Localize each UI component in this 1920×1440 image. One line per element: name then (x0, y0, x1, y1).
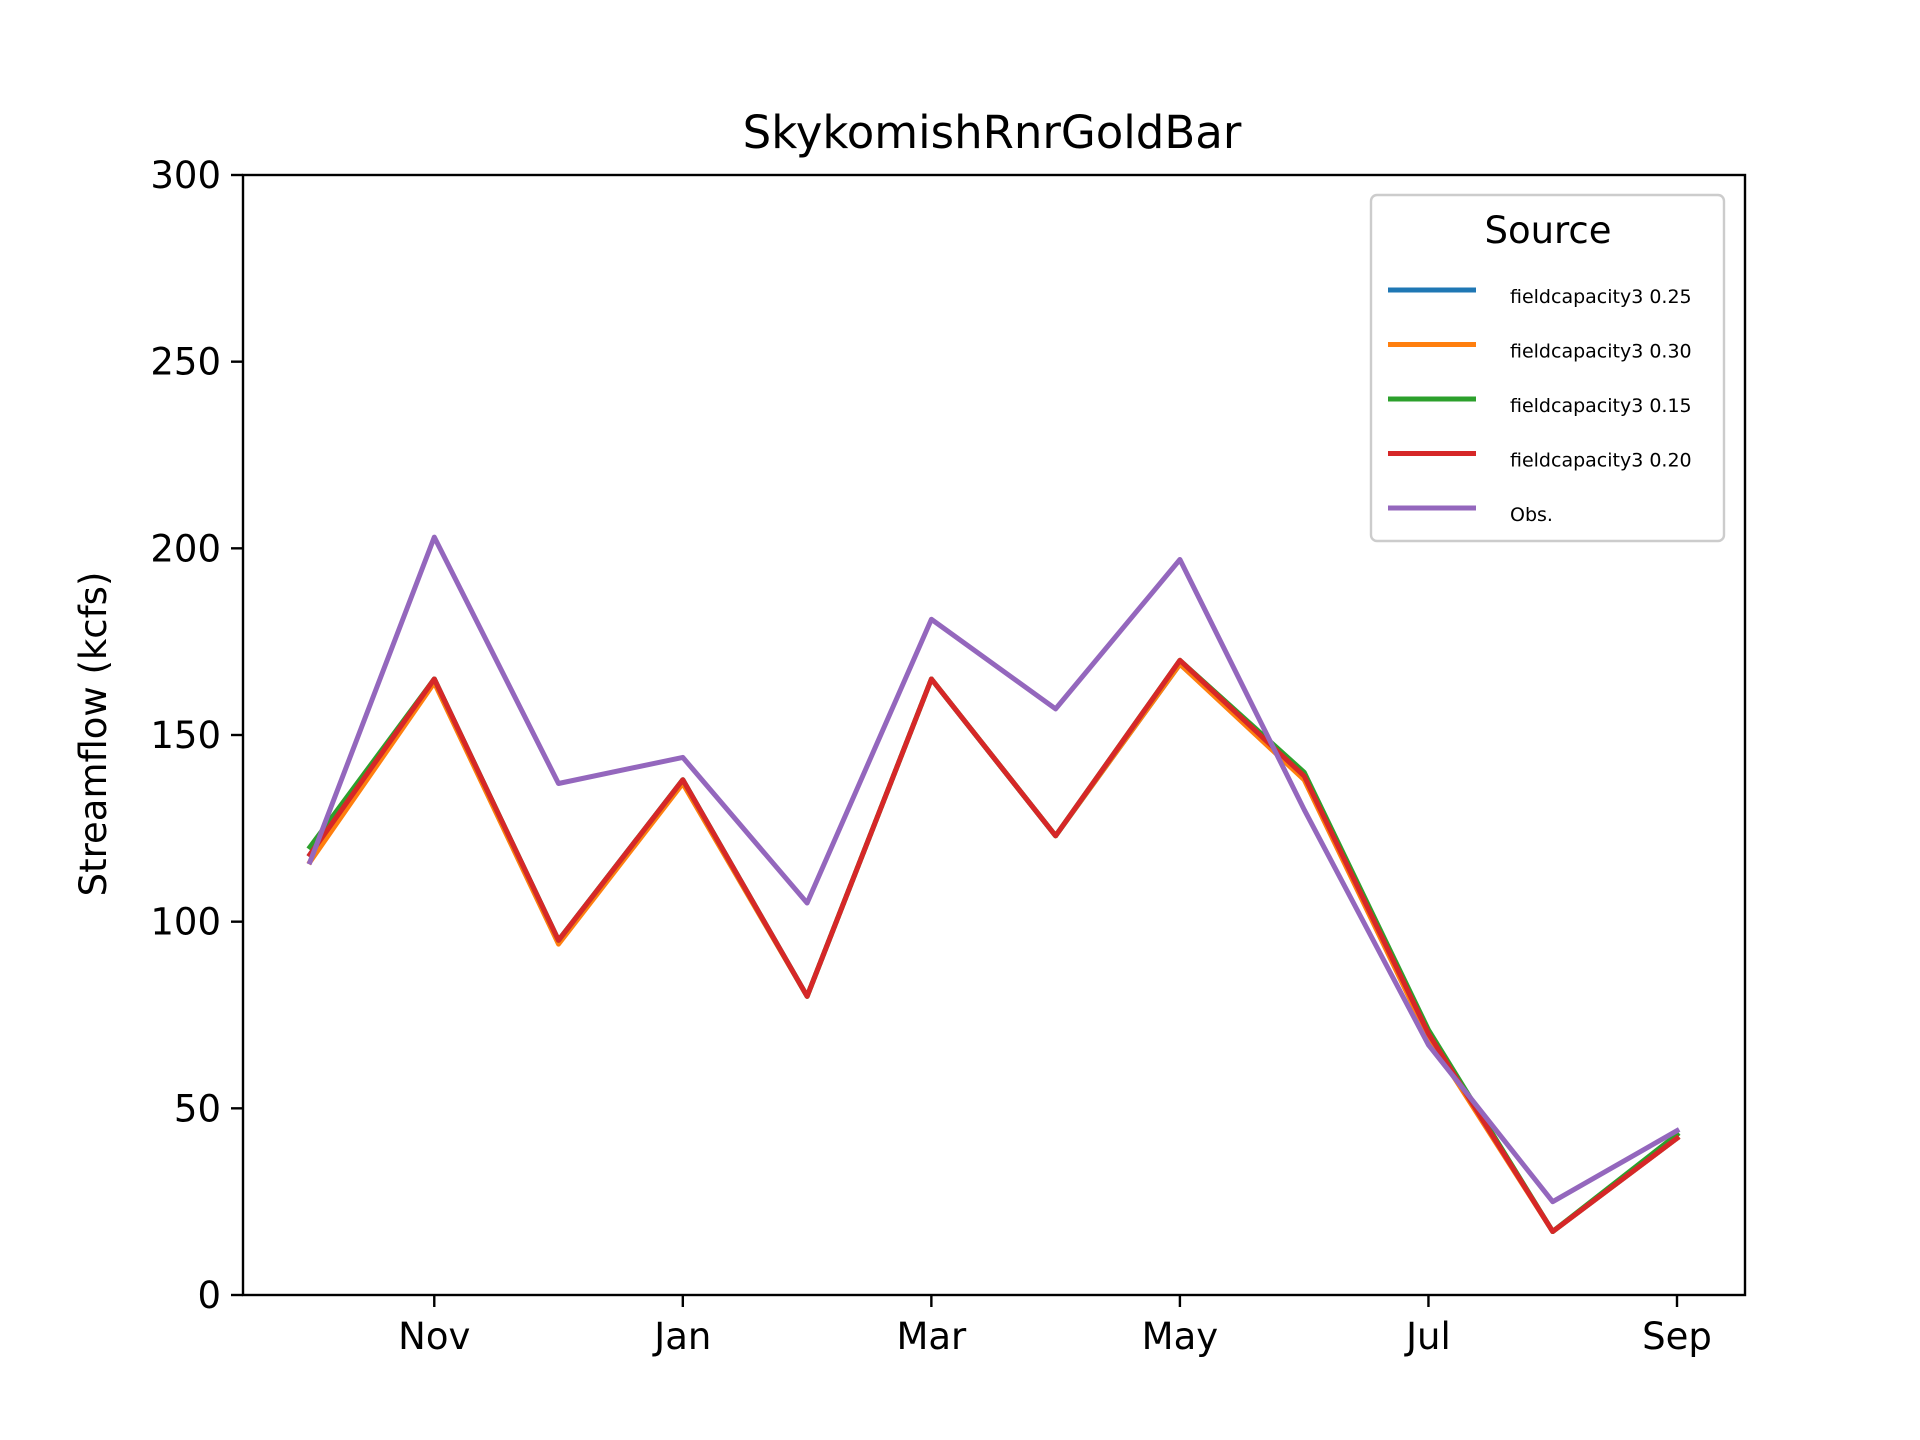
x-tick-label: May (1142, 1315, 1219, 1358)
series-line-obs (306, 534, 1681, 1205)
plot-frame (241, 173, 1747, 1297)
x-tick-label: Sep (1642, 1315, 1712, 1358)
legend-label-fieldcapacity3-0-25: fieldcapacity3 0.25 (1510, 286, 1692, 308)
x-axis: Nov Jan Mar May Jul Sep (398, 1295, 1712, 1358)
y-tick-label: 150 (150, 714, 221, 757)
y-tick-label: 0 (197, 1274, 221, 1317)
y-tick-label: 200 (150, 527, 221, 570)
x-tick-label: Nov (398, 1315, 470, 1358)
chart-title: SkykomishRnrGoldBar (743, 106, 1242, 159)
series-lines (306, 534, 1681, 1234)
series-line-fieldcapacity3-0-20 (306, 657, 1681, 1234)
y-tick-label: 50 (174, 1087, 221, 1130)
y-axis-label: Streamflow (kcfs) (72, 572, 115, 897)
x-tick-label: Mar (896, 1315, 967, 1358)
x-tick-label: Jul (1404, 1315, 1451, 1358)
y-tick-label: 100 (150, 901, 221, 944)
legend-items: fieldcapacity3 0.25 fieldcapacity3 0.30 fi… (1388, 286, 1692, 526)
legend-title: Source (1484, 209, 1611, 252)
legend: Source fieldcapacity3 0.25fieldcapacity3… (1369, 193, 1726, 543)
y-tick-label: 300 (150, 154, 221, 197)
legend-label-obs: Obs. (1510, 504, 1553, 526)
legend-label-fieldcapacity3-0-15: fieldcapacity3 0.15 (1510, 395, 1692, 417)
y-tick-label: 250 (150, 341, 221, 384)
legend-label-fieldcapacity3-0-30: fieldcapacity3 0.30 (1510, 341, 1692, 363)
legend-label-fieldcapacity3-0-20: fieldcapacity3 0.20 (1510, 450, 1692, 472)
y-axis: 0 50 100 150 200 250 300 (150, 154, 243, 1317)
x-tick-label: Jan (652, 1315, 711, 1358)
